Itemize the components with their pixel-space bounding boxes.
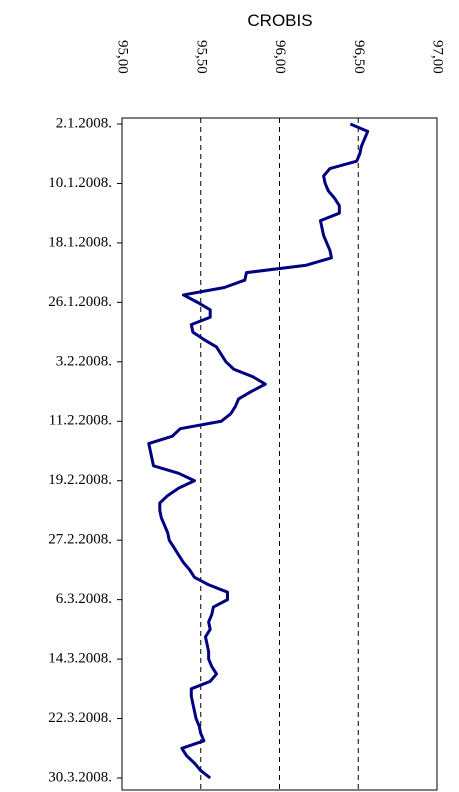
y-tick-label: 2.1.2008. xyxy=(56,115,112,131)
y-tick-label: 19.2.2008. xyxy=(48,472,112,488)
x-tick-label: 97,00 xyxy=(430,40,446,74)
plot-frame xyxy=(121,117,438,791)
x-tick-label: 96,00 xyxy=(272,40,288,74)
x-tick-label: 95,00 xyxy=(115,40,131,74)
x-tick-label: 96,50 xyxy=(351,40,367,74)
y-tick-label: 10.1.2008. xyxy=(48,175,112,191)
y-tick-label: 6.3.2008. xyxy=(56,591,112,607)
y-tick-label: 18.1.2008. xyxy=(48,234,112,250)
y-tick-label: 3.2.2008. xyxy=(56,353,112,369)
y-tick-label: 22.3.2008. xyxy=(48,710,112,726)
chart-title: CROBIS xyxy=(247,11,312,30)
x-tick-label: 95,50 xyxy=(193,40,209,74)
y-tick-label: 27.2.2008. xyxy=(48,532,112,548)
data-line xyxy=(147,122,370,780)
y-tick-label: 11.2.2008. xyxy=(49,413,112,429)
y-tick-label: 14.3.2008. xyxy=(48,651,112,667)
y-tick-label: 30.3.2008. xyxy=(48,769,112,785)
y-tick-label: 26.1.2008. xyxy=(48,294,112,310)
